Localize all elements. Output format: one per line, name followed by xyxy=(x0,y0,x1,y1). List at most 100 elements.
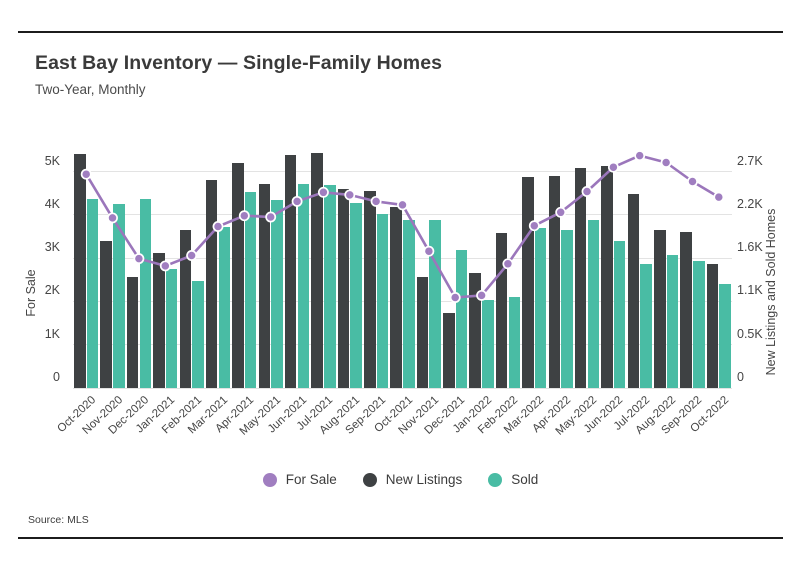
bar-new-listings xyxy=(548,176,561,388)
bar-sold xyxy=(482,299,494,388)
for-sale-point xyxy=(238,210,250,222)
bar-new-listings xyxy=(258,184,271,388)
bar-new-listings xyxy=(522,177,534,388)
bar-sold xyxy=(244,191,257,388)
bar-new-listings xyxy=(100,240,112,388)
gridline xyxy=(73,257,732,259)
bar-new-listings xyxy=(311,153,323,388)
for-sale-point xyxy=(713,191,725,203)
gridline xyxy=(73,300,732,302)
bar-new-listings xyxy=(74,153,86,388)
for-sale-swatch-icon xyxy=(262,472,277,487)
bar-sold xyxy=(613,240,626,388)
for-sale-point xyxy=(528,220,540,232)
legend-item-sold: Sold xyxy=(488,472,538,487)
right-axis-tick-label: 2.2K xyxy=(737,196,763,211)
for-sale-line-path xyxy=(85,154,720,299)
sold-swatch-icon xyxy=(488,472,503,487)
bar-new-listings xyxy=(416,276,429,388)
bar-new-listings xyxy=(364,190,376,388)
for-sale-point xyxy=(291,195,303,207)
legend: For Sale New Listings Sold xyxy=(0,472,801,487)
bar-sold xyxy=(403,219,415,388)
bar-new-listings xyxy=(284,154,297,388)
bar-new-listings xyxy=(627,194,640,388)
bar-sold xyxy=(508,296,521,388)
source-note: Source: MLS xyxy=(28,514,89,526)
left-axis-tick-label: 4K xyxy=(44,196,60,211)
gridline xyxy=(73,171,732,173)
bar-sold xyxy=(324,185,336,388)
bar-sold xyxy=(192,281,204,388)
top-rule xyxy=(18,31,783,33)
bar-new-listings xyxy=(153,252,165,388)
for-sale-point xyxy=(133,253,145,265)
legend-label-for-sale: For Sale xyxy=(285,472,337,487)
for-sale-point xyxy=(555,206,567,218)
for-sale-point xyxy=(660,157,672,168)
bar-sold xyxy=(297,184,310,388)
bar-new-listings xyxy=(179,230,192,388)
for-sale-point xyxy=(634,150,646,162)
bar-new-listings xyxy=(495,232,508,388)
bar-new-listings xyxy=(469,273,481,388)
bar-new-listings xyxy=(205,179,218,388)
bar-sold xyxy=(666,254,679,388)
for-sale-point xyxy=(265,211,277,223)
legend-label-sold: Sold xyxy=(511,472,539,487)
legend-label-new-listings: New Listings xyxy=(385,472,463,487)
bar-sold xyxy=(271,200,283,388)
bar-sold xyxy=(376,214,389,388)
bar-new-listings xyxy=(126,276,139,388)
for-sale-point xyxy=(370,195,382,207)
bar-sold xyxy=(218,226,231,388)
bar-sold xyxy=(350,202,362,388)
for-sale-point xyxy=(581,186,593,197)
bar-sold xyxy=(113,203,125,388)
legend-item-for-sale: For Sale xyxy=(262,472,337,487)
left-axis-tick-label: 3K xyxy=(44,240,60,255)
bar-sold xyxy=(640,263,652,388)
right-axis-tick-label: 1.6K xyxy=(737,240,763,255)
bar-sold xyxy=(139,198,151,388)
right-axis-tick-label: 2.7K xyxy=(737,153,763,168)
left-axis-tick-label: 5K xyxy=(44,153,60,168)
bar-new-listings xyxy=(706,263,719,388)
bar-sold xyxy=(429,219,441,388)
for-sale-point xyxy=(449,292,461,303)
for-sale-point xyxy=(80,168,92,180)
bar-new-listings xyxy=(680,231,692,388)
for-sale-point xyxy=(212,221,224,232)
bar-new-listings xyxy=(601,165,613,388)
bar-new-listings xyxy=(443,312,455,388)
left-axis-tick-label: 1K xyxy=(44,326,60,341)
new-listings-swatch-icon xyxy=(362,472,377,487)
bar-new-listings xyxy=(337,189,350,388)
for-sale-point xyxy=(107,212,118,224)
bar-sold xyxy=(455,250,468,388)
bar-sold xyxy=(561,230,573,388)
for-sale-point xyxy=(317,186,329,198)
for-sale-point xyxy=(397,199,408,211)
chart-title: East Bay Inventory — Single-Family Homes xyxy=(35,52,443,74)
legend-item-new-listings: New Listings xyxy=(362,472,463,487)
right-axis-tick-label: 0.5K xyxy=(737,326,763,341)
for-sale-point xyxy=(344,189,356,201)
bar-sold xyxy=(587,219,600,388)
for-sale-point xyxy=(476,289,488,301)
gridline xyxy=(73,344,732,346)
right-axis-tick-label: 1.1K xyxy=(737,283,763,298)
bar-sold xyxy=(165,269,178,388)
for-sale-point xyxy=(687,176,698,187)
bar-new-listings xyxy=(654,230,666,388)
bottom-rule xyxy=(18,537,783,539)
chart-subtitle: Two-Year, Monthly xyxy=(35,82,146,97)
bar-sold xyxy=(693,260,705,388)
for-sale-point xyxy=(423,245,435,257)
bar-new-listings xyxy=(390,206,402,388)
gridline xyxy=(73,214,732,216)
for-sale-point xyxy=(186,250,198,261)
bar-sold xyxy=(86,198,99,388)
left-axis-tick-label: 0 xyxy=(53,370,60,384)
